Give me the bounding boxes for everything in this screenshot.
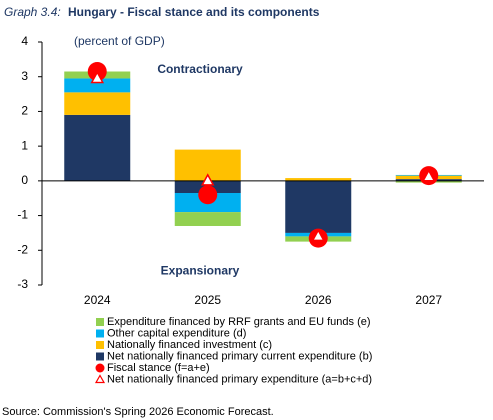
y-tick-label: -1 <box>17 208 28 222</box>
legend-swatch <box>96 318 104 326</box>
subtitle: (percent of GDP) <box>74 34 165 48</box>
y-tick-label: 0 <box>21 173 28 187</box>
legend-label: Nationally financed investment (c) <box>107 339 272 351</box>
marker-circle <box>198 185 218 205</box>
x-tick-label: 2024 <box>84 293 111 307</box>
source: Source: Commission's Spring 2026 Economi… <box>2 406 274 418</box>
bar-segment <box>64 114 131 181</box>
legend-swatch <box>96 352 104 361</box>
bar-segment <box>285 180 352 233</box>
legend-label: Fiscal stance (f=a+e) <box>107 362 210 374</box>
y-tick-label: 2 <box>21 104 28 118</box>
legend-label: Net nationally financed primary current … <box>107 350 372 362</box>
annotation: Expansionary <box>161 263 240 277</box>
legend-swatch <box>96 329 104 338</box>
bar-segment <box>64 78 131 93</box>
x-tick-label: 2027 <box>415 293 442 307</box>
y-tick-label: -2 <box>17 242 28 256</box>
legend-marker <box>94 374 106 384</box>
marker-triangle <box>311 228 326 242</box>
legend-label: Expenditure financed by RRF grants and E… <box>107 316 371 328</box>
y-tick-label: 3 <box>21 69 28 83</box>
x-tick-label: 2025 <box>194 293 221 307</box>
y-tick-label: 4 <box>21 34 28 48</box>
marker-triangle <box>90 70 105 84</box>
x-tick-label: 2026 <box>305 293 332 307</box>
chart-title: Hungary - Fiscal stance and its componen… <box>68 5 320 19</box>
marker-triangle <box>421 169 436 182</box>
marker-triangle <box>200 173 215 186</box>
legend-label: Other capital expenditure (d) <box>107 327 246 339</box>
legend-swatch <box>96 341 104 349</box>
annotation: Contractionary <box>157 62 243 76</box>
bar-segment <box>285 178 352 181</box>
bar-segment <box>174 212 241 226</box>
graph-label: Graph 3.4: <box>4 5 61 19</box>
legend-label: Net nationally financed primary expendit… <box>107 373 372 385</box>
y-tick-label: 1 <box>21 138 28 152</box>
legend-marker <box>95 363 105 373</box>
y-tick-label: -3 <box>17 277 28 291</box>
bar-segment <box>64 92 131 115</box>
